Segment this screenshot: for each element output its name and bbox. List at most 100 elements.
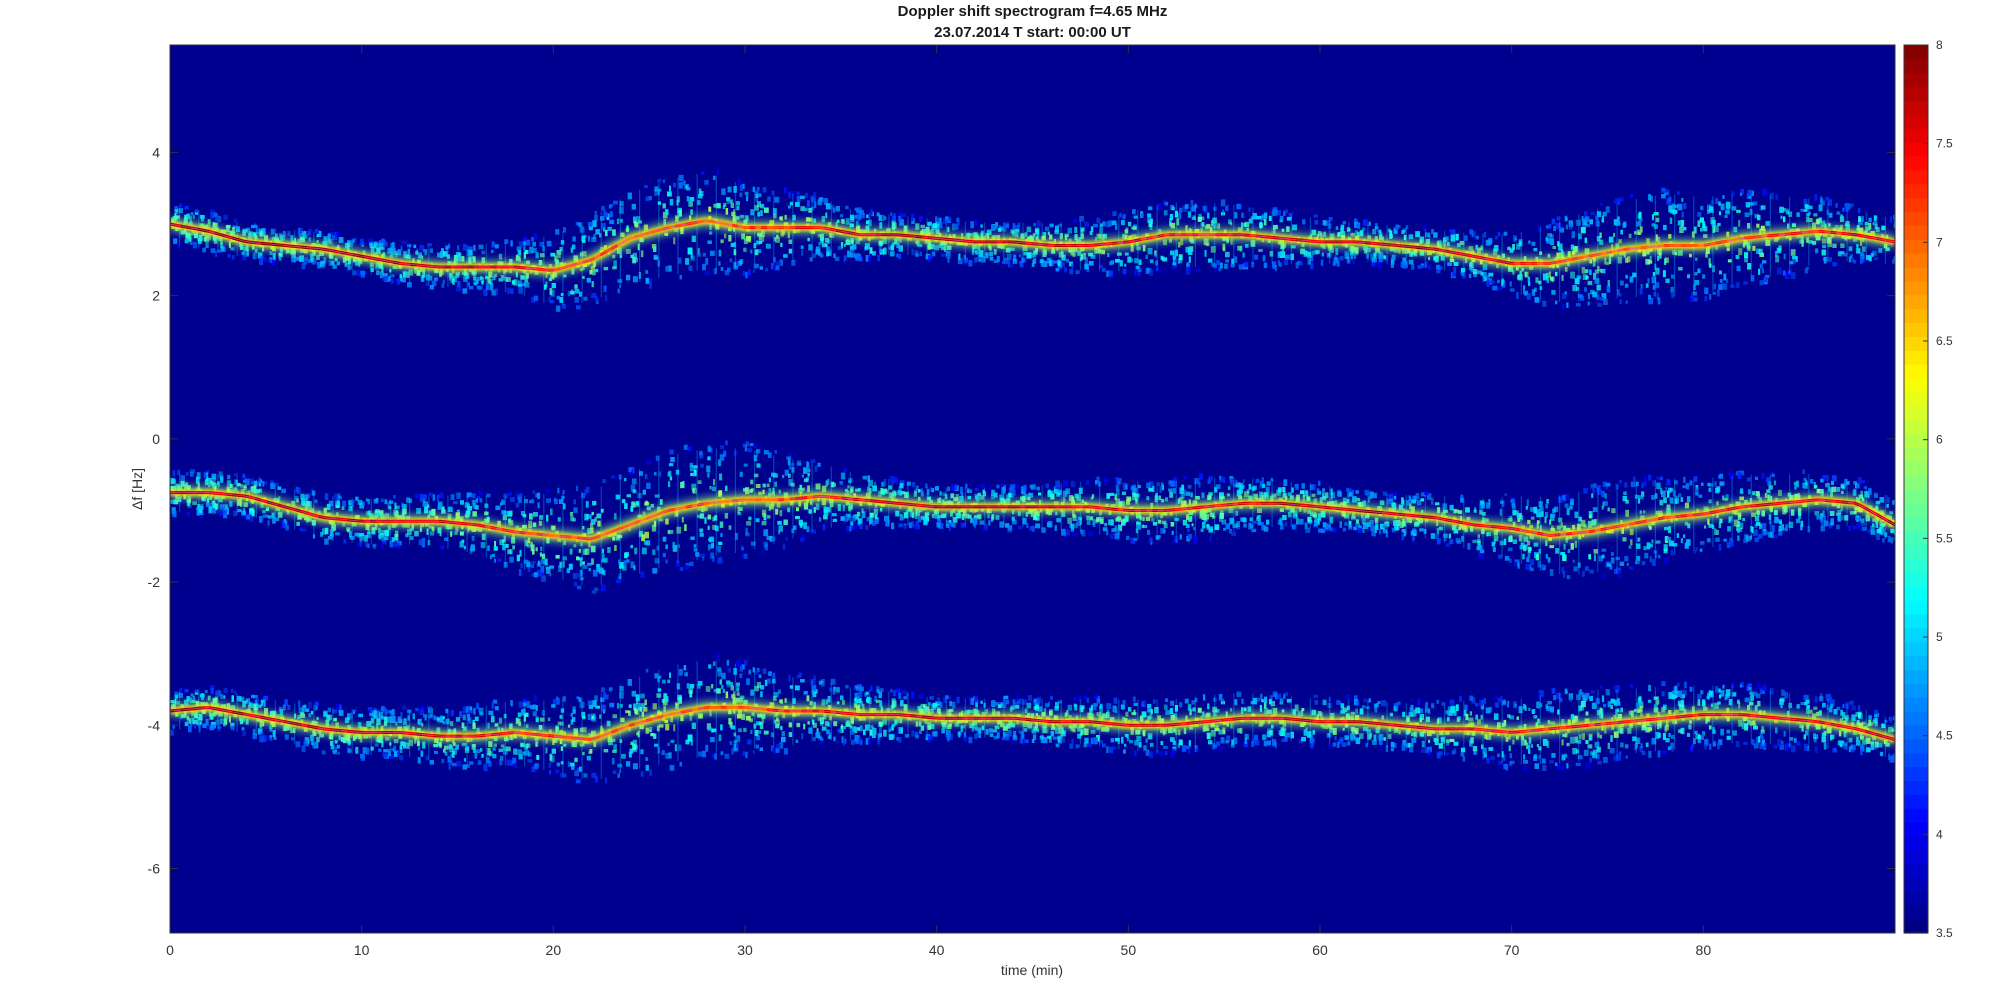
speckle (1671, 203, 1675, 209)
speckle (927, 245, 931, 250)
speckle (380, 498, 384, 503)
speckle (1592, 507, 1598, 513)
speckle (259, 258, 264, 266)
speckle (1497, 232, 1501, 237)
speckle (614, 513, 617, 520)
speckle (1727, 526, 1731, 532)
speckle (1700, 541, 1705, 545)
speckle (717, 490, 722, 497)
speckle (1546, 276, 1550, 284)
speckle (372, 544, 376, 549)
speckle (407, 528, 412, 536)
speckle (540, 546, 543, 551)
speckle (1820, 522, 1824, 528)
speckle (473, 276, 476, 281)
speckle (709, 250, 715, 256)
speckle (511, 537, 516, 544)
speckle (1057, 267, 1062, 272)
speckle (1130, 537, 1134, 542)
speckle (1483, 231, 1487, 238)
speckle (713, 203, 717, 208)
speckle (189, 215, 192, 222)
speckle (743, 247, 747, 252)
speckle (450, 279, 453, 284)
speckle (1518, 274, 1523, 281)
speckle (1208, 258, 1213, 263)
speckle (1011, 260, 1015, 268)
speckle (1850, 254, 1853, 259)
speckle (1396, 520, 1401, 527)
speckle (1542, 273, 1548, 281)
speckle (1135, 528, 1139, 534)
speckle (233, 218, 237, 223)
speckle (1324, 220, 1329, 226)
speckle (798, 488, 804, 493)
speckle (1504, 556, 1510, 561)
speckle (384, 499, 388, 505)
speckle (510, 288, 514, 294)
speckle (803, 478, 809, 483)
speckle (1566, 575, 1571, 580)
speckle (1415, 493, 1420, 499)
speckle (605, 295, 608, 302)
speckle (1729, 473, 1734, 480)
speckle (396, 542, 401, 549)
speckle (579, 569, 583, 577)
speckle (724, 512, 729, 519)
speckle (1576, 219, 1581, 226)
speckle (800, 195, 805, 200)
speckle (1472, 539, 1477, 544)
speckle (441, 509, 446, 514)
speckle (409, 498, 413, 503)
speckle (308, 259, 313, 263)
speckle (1719, 279, 1723, 283)
speckle (1270, 478, 1274, 482)
speckle (1632, 476, 1636, 482)
speckle (1690, 295, 1694, 302)
speckle (219, 504, 225, 510)
speckle (1749, 535, 1753, 540)
speckle (1561, 495, 1565, 500)
speckle (1342, 527, 1346, 532)
speckle (323, 257, 327, 264)
speckle (327, 238, 332, 245)
speckle (425, 281, 429, 287)
speckle (1168, 488, 1173, 492)
speckle (612, 229, 616, 236)
speckle (1185, 246, 1190, 253)
speckle (223, 512, 228, 519)
speckle (1201, 492, 1205, 498)
speckle (187, 500, 190, 507)
speckle (1669, 217, 1673, 224)
speckle (645, 196, 650, 201)
speckle (357, 542, 362, 547)
speckle (1737, 514, 1742, 520)
speckle (763, 450, 769, 455)
speckle (619, 207, 624, 214)
speckle (401, 502, 404, 508)
speckle (602, 479, 606, 484)
speckle (616, 218, 620, 225)
speckle (1603, 299, 1608, 305)
speckle (1718, 522, 1722, 529)
speckle (1031, 262, 1035, 267)
speckle (800, 206, 805, 212)
speckle (1155, 267, 1159, 271)
speckle (1548, 557, 1551, 564)
speckle (699, 528, 704, 533)
speckle (1076, 494, 1081, 501)
speckle (956, 218, 960, 226)
speckle (1197, 216, 1202, 222)
speckle (1324, 492, 1329, 499)
speckle (1357, 527, 1362, 533)
speckle (1183, 475, 1187, 480)
speckle (1601, 548, 1607, 552)
speckle (1465, 507, 1470, 513)
speckle (1665, 278, 1670, 283)
speckle (1497, 286, 1501, 292)
speckle (1121, 219, 1126, 226)
speckle (1193, 536, 1198, 544)
speckle (1620, 280, 1624, 286)
speckle (456, 285, 462, 292)
speckle (1547, 233, 1552, 237)
